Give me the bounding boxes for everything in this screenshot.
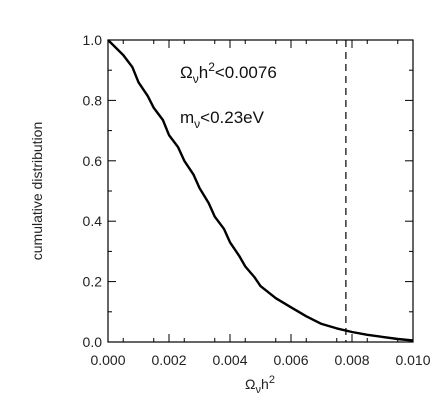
plot-area-frame xyxy=(107,39,414,343)
annotation-mass-limit: mν<0.23eV xyxy=(180,108,265,131)
x-tick-label: 0.004 xyxy=(212,352,247,368)
y-tick-label: 0.6 xyxy=(83,153,103,169)
y-tick-label: 0.2 xyxy=(83,274,103,290)
x-axis-title: Ωνh2 xyxy=(245,374,275,396)
data-line-series xyxy=(107,39,414,342)
y-axis-title: cumulative distribution xyxy=(29,122,45,261)
y-tick-label: 0.0 xyxy=(83,334,103,350)
y-tick-label: 1.0 xyxy=(83,32,103,48)
annotation-omega-limit: Ωνh2<0.0076 xyxy=(180,60,277,86)
y-axis-ticks: 0.0 0.2 0.4 0.6 0.8 1.0 xyxy=(83,32,413,350)
x-tick-label: 0.008 xyxy=(334,352,369,368)
x-tick-label: 0.002 xyxy=(151,352,186,368)
x-tick-label: 0.010 xyxy=(395,352,430,368)
x-axis-ticks: 0.000 0.002 0.004 0.006 0.008 0.010 xyxy=(90,40,431,368)
x-tick-label: 0.006 xyxy=(273,352,308,368)
x-tick-label: 0.000 xyxy=(90,352,125,368)
y-tick-label: 0.8 xyxy=(83,92,103,108)
y-tick-label: 0.4 xyxy=(83,213,103,229)
